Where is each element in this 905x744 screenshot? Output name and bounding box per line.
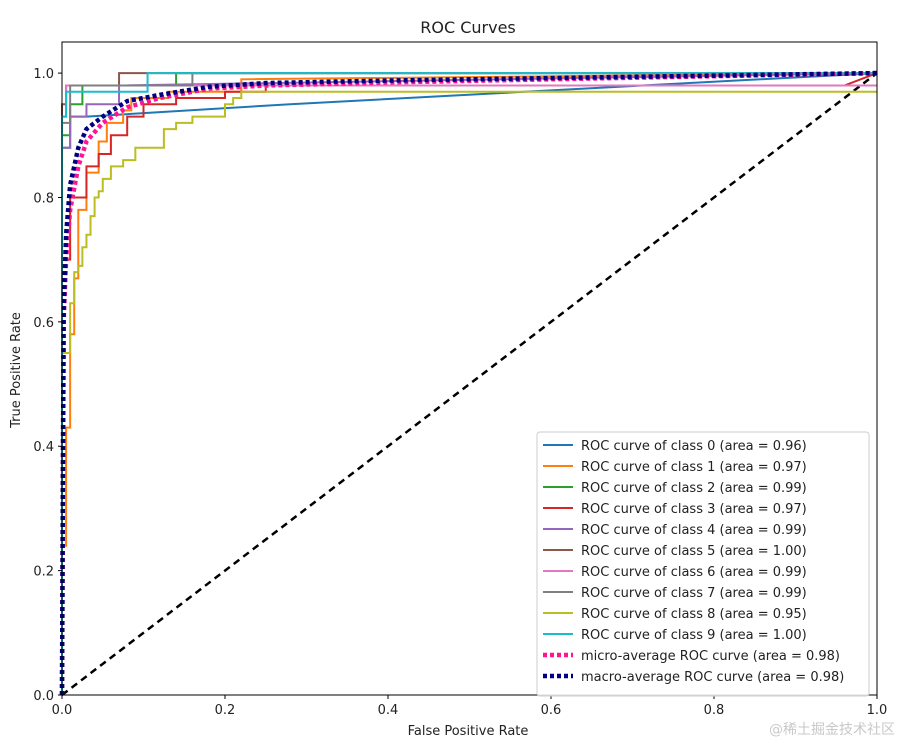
x-axis-label: False Positive Rate [408, 724, 529, 739]
legend-box [536, 431, 870, 697]
axis-ticks: 0.0 0.2 0.4 0.6 0.8 1.0 0.0 0.2 0.4 0.6 0.8 1.0 [33, 67, 887, 718]
legend-label-5: ROC curve of class 5 (area = 1.00) [581, 544, 807, 559]
series-line-8 [61, 90, 877, 695]
plot-area [59, 41, 878, 696]
legend-label-6: ROC curve of class 6 (area = 0.99) [581, 565, 807, 580]
watermark-text: @稀土掘金技术社区 [769, 722, 895, 738]
x-tick-label: 0.6 [541, 703, 562, 718]
y-tick-label: 0.6 [33, 316, 54, 331]
legend-label-8: ROC curve of class 8 (area = 0.95) [581, 607, 807, 622]
x-tick-label: 0.2 [215, 703, 236, 718]
legend-label-7: ROC curve of class 7 (area = 0.99) [581, 586, 807, 601]
series-line-11 [59, 70, 878, 696]
y-tick-label: 1.0 [33, 67, 54, 82]
legend: ROC curve of class 0 (area = 0.96) ROC cu… [536, 431, 870, 697]
legend-label-2: ROC curve of class 2 (area = 0.99) [581, 481, 807, 496]
chart-title: ROC Curves [420, 18, 516, 37]
axes-frame [61, 41, 878, 696]
y-tick-label: 0.8 [33, 191, 54, 206]
legend-label-0: ROC curve of class 0 (area = 0.96) [581, 439, 807, 454]
x-tick-label: 0.4 [378, 703, 399, 718]
legend-label-11: macro-average ROC curve (area = 0.98) [581, 670, 844, 685]
legend-label-10: micro-average ROC curve (area = 0.98) [581, 649, 840, 664]
legend-label-4: ROC curve of class 4 (area = 0.99) [581, 523, 807, 538]
x-tick-label: 0.0 [52, 703, 73, 718]
y-tick-label: 0.2 [33, 565, 54, 580]
x-tick-label: 0.8 [704, 703, 725, 718]
y-tick-label: 0.0 [33, 689, 54, 704]
y-axis-label: True Positive Rate [9, 312, 24, 429]
x-tick-label: 1.0 [867, 703, 888, 718]
series-line-2 [61, 72, 877, 695]
y-tick-label: 0.4 [33, 440, 54, 455]
legend-label-3: ROC curve of class 3 (area = 0.97) [581, 502, 807, 517]
reference-diagonal-line [61, 72, 878, 696]
legend-label-1: ROC curve of class 1 (area = 0.97) [581, 460, 807, 475]
legend-label-9: ROC curve of class 9 (area = 1.00) [581, 628, 807, 643]
